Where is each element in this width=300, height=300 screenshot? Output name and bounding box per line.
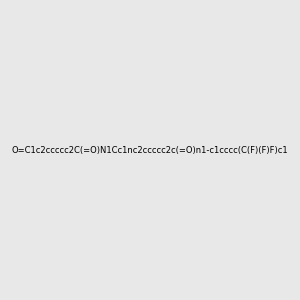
Text: O=C1c2ccccc2C(=O)N1Cc1nc2ccccc2c(=O)n1-c1cccc(C(F)(F)F)c1: O=C1c2ccccc2C(=O)N1Cc1nc2ccccc2c(=O)n1-c… [12,146,288,154]
